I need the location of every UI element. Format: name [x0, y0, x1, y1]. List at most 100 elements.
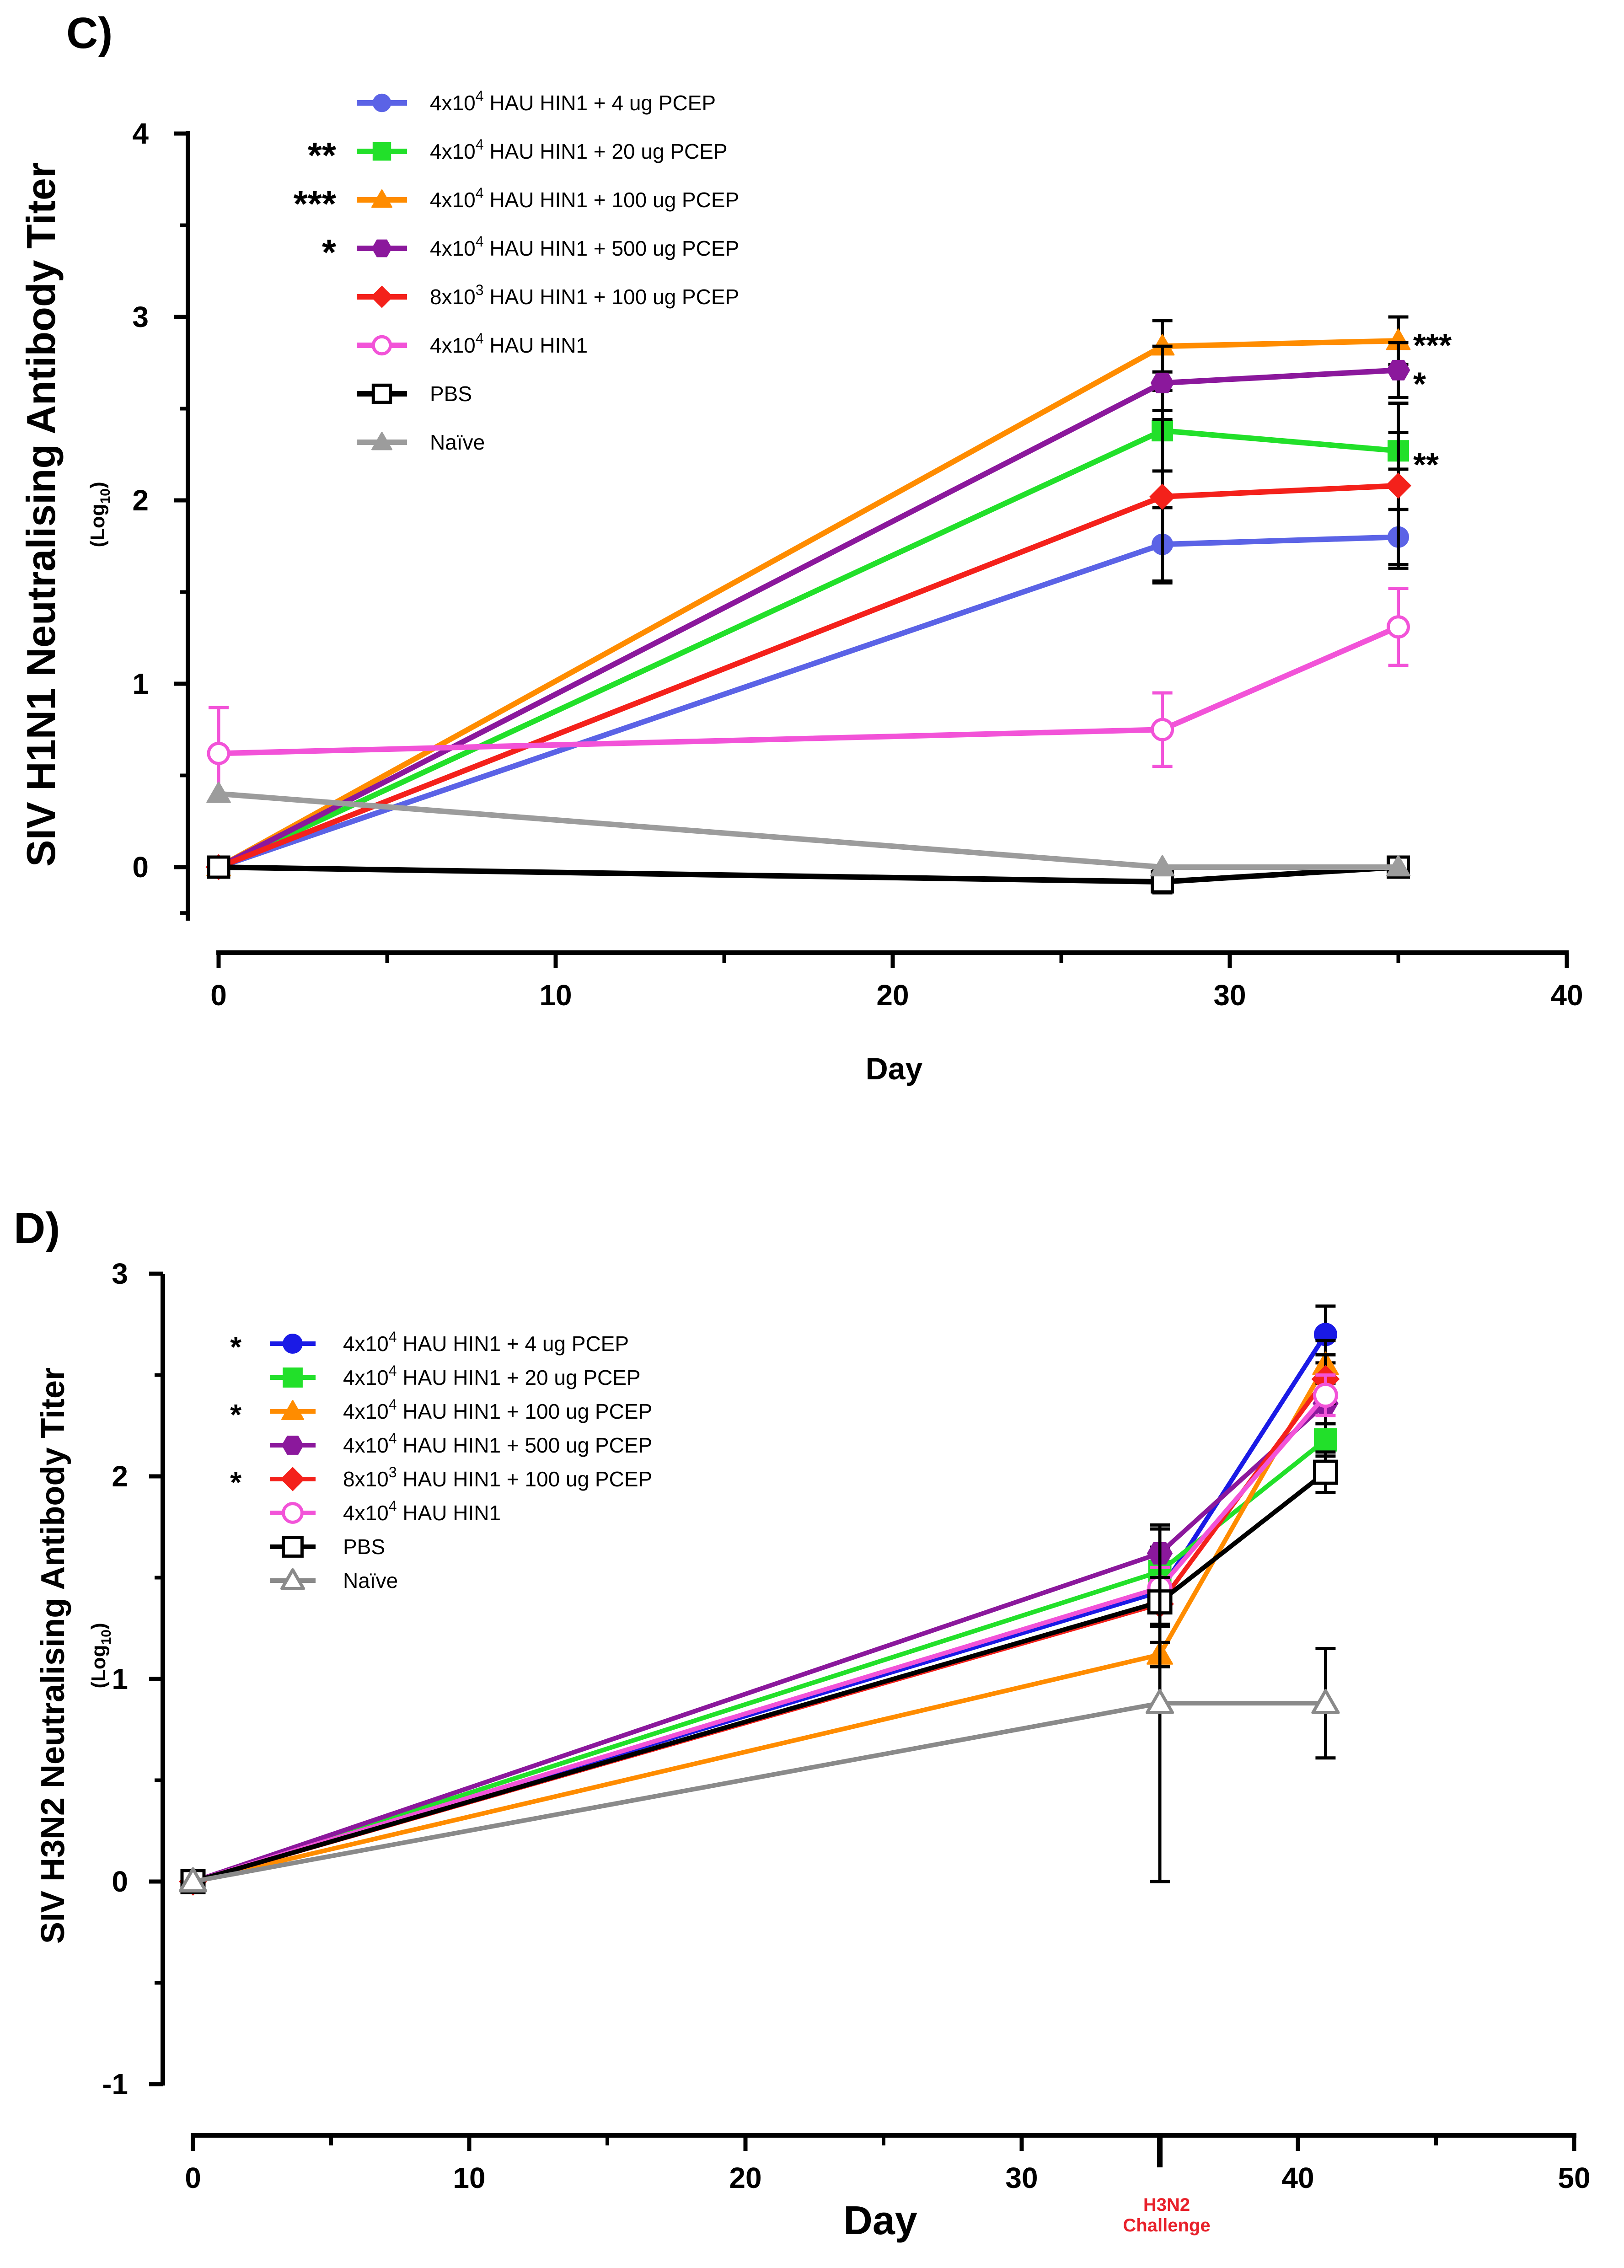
- legend-marker: [372, 142, 391, 161]
- data-point: [1387, 615, 1410, 639]
- legend-label: 4x104 HAU HIN1 + 100 ug PCEP: [430, 185, 739, 212]
- series-line: [192, 1470, 1327, 1884]
- legend-marker: [283, 1334, 303, 1354]
- legend-label-rest: HAU HIN1 + 4 ug PCEP: [484, 91, 716, 115]
- legend-label-main: 4x10: [343, 1366, 389, 1389]
- data-point: [1313, 1428, 1337, 1452]
- legend-marker: [282, 1502, 304, 1524]
- legend-marker: [371, 189, 393, 208]
- legend-label: 4x104 HAU HIN1 + 100 ug PCEP: [343, 1396, 652, 1423]
- legend-significance: *: [322, 232, 337, 273]
- y-axis-title: SIV H3N2 Neutralising Antibody Titer: [35, 1367, 71, 1944]
- legend-marker: [280, 1568, 305, 1590]
- y-tick-label: 1: [112, 1662, 128, 1695]
- legend-item: 8x103 HAU HIN1 + 100 ug PCEP *: [230, 1464, 652, 1499]
- legend-label: 4x104 HAU HIN1 + 500 ug PCEP: [343, 1430, 652, 1457]
- y-tick-label: 1: [132, 667, 149, 700]
- legend-label-main: 4x10: [343, 1332, 389, 1356]
- legend-label-main: PBS: [430, 382, 472, 406]
- legend-label-sup: 4: [389, 1329, 397, 1345]
- legend-label-main: 4x10: [343, 1433, 389, 1457]
- x-axis-title: Day: [866, 1051, 923, 1086]
- y-axis-unit-sub: 10: [98, 488, 113, 504]
- y-axis-unit-part: ): [86, 482, 109, 488]
- legend-marker: [281, 1436, 304, 1455]
- legend-label-rest: HAU HIN1 + 20 ug PCEP: [484, 139, 728, 163]
- data-point: [1150, 855, 1175, 877]
- series-8: [178, 1523, 1340, 1893]
- legend-marker: [283, 1367, 303, 1388]
- legend-item: 4x104 HAU HIN1: [270, 1498, 501, 1525]
- y-tick-label: 0: [112, 1865, 128, 1898]
- x-tick-label: 50: [1558, 2161, 1590, 2194]
- legend-label-rest: HAU HIN1: [484, 333, 588, 357]
- data-point: [207, 741, 230, 765]
- data-point: [1150, 372, 1174, 393]
- legend-significance: *: [230, 1466, 241, 1499]
- legend-item: Naïve: [270, 1568, 398, 1592]
- y-tick-label: 2: [132, 484, 149, 517]
- legend-label-main: 4x10: [430, 91, 476, 115]
- legend-label-main: 4x10: [430, 333, 476, 357]
- legend-marker: [281, 1400, 304, 1420]
- legend-label-sup: 3: [389, 1464, 397, 1480]
- significance-label: **: [1413, 447, 1439, 483]
- legend-item: 4x104 HAU HIN1 + 20 ug PCEP: [270, 1362, 641, 1389]
- legend-label: 4x104 HAU HIN1 + 4 ug PCEP: [343, 1329, 629, 1356]
- legend-label-sup: 4: [476, 233, 484, 250]
- legend-marker: [371, 383, 392, 404]
- legend-item: 4x104 HAU HIN1 + 100 ug PCEP ***: [294, 183, 740, 224]
- legend-label: 4x104 HAU HIN1: [343, 1498, 501, 1525]
- panel-letter: D): [14, 1204, 60, 1253]
- legend-label: 4x104 HAU HIN1: [430, 330, 588, 357]
- x-tick-label: 20: [876, 979, 909, 1012]
- x-tick-label: 40: [1281, 2161, 1314, 2194]
- legend-label-sup: 4: [389, 1430, 397, 1447]
- legend-label-main: 4x10: [430, 236, 476, 260]
- significance-label: *: [1413, 366, 1426, 402]
- data-point: [1386, 855, 1411, 877]
- panel-letter: C): [66, 9, 113, 58]
- legend-label-main: 4x10: [343, 1399, 389, 1423]
- x-tick-label: 40: [1550, 979, 1583, 1012]
- x-tick-label: 30: [1005, 2161, 1038, 2194]
- y-axis-unit: (Log10): [87, 1623, 114, 1688]
- legend-label-rest: HAU HIN1 + 20 ug PCEP: [397, 1366, 641, 1389]
- legend-item: 4x104 HAU HIN1 + 20 ug PCEP **: [308, 135, 728, 176]
- legend-marker: [282, 1536, 304, 1558]
- x-tick-label: 20: [729, 2161, 761, 2194]
- legend-item: 4x104 HAU HIN1 + 500 ug PCEP *: [322, 232, 739, 273]
- legend-label-rest: HAU HIN1 + 100 ug PCEP: [484, 188, 740, 212]
- series-8: [206, 781, 1411, 877]
- legend-label: 4x104 HAU HIN1 + 500 ug PCEP: [430, 233, 739, 260]
- legend-label-main: 8x10: [430, 285, 476, 309]
- legend-item: 4x104 HAU HIN1 + 4 ug PCEP *: [230, 1329, 629, 1363]
- series-line: [218, 791, 1399, 870]
- legend-label-main: 4x10: [343, 1501, 389, 1525]
- data-point: [1311, 1689, 1340, 1715]
- legend-label-rest: HAU HIN1 + 500 ug PCEP: [397, 1433, 653, 1457]
- legend-label-rest: HAU HIN1 + 100 ug PCEP: [397, 1467, 653, 1491]
- series-line: [218, 624, 1399, 756]
- data-point: [1313, 1459, 1338, 1485]
- data-point: [1386, 359, 1410, 381]
- legend: 4x104 HAU HIN1 + 4 ug PCEP*4x104 HAU HIN…: [230, 1329, 652, 1592]
- legend-label-sup: 4: [476, 88, 484, 104]
- legend-marker: [371, 335, 392, 356]
- legend-label: PBS: [343, 1535, 385, 1559]
- legend-item: 4x104 HAU HIN1 + 500 ug PCEP: [270, 1430, 652, 1457]
- y-tick-label: 2: [112, 1460, 128, 1493]
- legend-significance: *: [230, 1330, 241, 1363]
- legend-label-sup: 4: [389, 1498, 397, 1514]
- x-tick-label: 10: [453, 2161, 485, 2194]
- series-4: [180, 1381, 1339, 1893]
- challenge-label-line2: Challenge: [1123, 2215, 1210, 2236]
- legend-label-rest: HAU HIN1 + 500 ug PCEP: [484, 236, 740, 260]
- data-point: [1151, 718, 1174, 741]
- significance-label: ***: [1413, 327, 1452, 364]
- challenge-label-line1: H3N2: [1143, 2195, 1190, 2215]
- legend-label-main: 4x10: [430, 139, 476, 163]
